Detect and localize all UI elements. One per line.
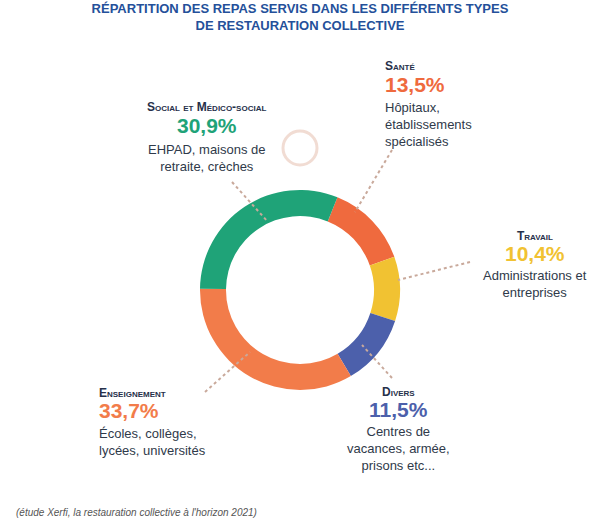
svg-text:Travail: Travail xyxy=(517,229,553,243)
svg-text:Hôpitaux,établissementsspécial: Hôpitaux,établissementsspécialisés xyxy=(385,100,472,149)
svg-text:13,5%: 13,5% xyxy=(385,73,445,96)
svg-text:11,5%: 11,5% xyxy=(369,398,428,421)
svg-text:Écoles, collèges,lycées, unive: Écoles, collèges,lycées, universités xyxy=(99,426,206,458)
svg-text:Enseignement: Enseignement xyxy=(99,386,166,400)
svg-text:10,4%: 10,4% xyxy=(505,242,565,265)
svg-text:Social et Médico-social: Social et Médico-social xyxy=(147,100,266,114)
svg-text:Divers: Divers xyxy=(382,385,415,399)
svg-text:(étude Xerfi, la restauration: (étude Xerfi, la restauration collective… xyxy=(16,507,257,518)
svg-text:EHPAD, maisons deretraite, crè: EHPAD, maisons deretraite, crèches xyxy=(148,142,266,174)
svg-text:Administrations etentreprises: Administrations etentreprises xyxy=(483,268,587,300)
svg-text:RÉPARTITION DES REPAS SERVIS D: RÉPARTITION DES REPAS SERVIS DANS LES DI… xyxy=(92,1,509,33)
svg-text:33,7%: 33,7% xyxy=(99,399,159,422)
svg-text:Centres devacances, armée,pris: Centres devacances, armée,prisons etc... xyxy=(347,424,450,473)
svg-text:30,9%: 30,9% xyxy=(177,114,237,137)
svg-text:Santé: Santé xyxy=(385,59,415,73)
